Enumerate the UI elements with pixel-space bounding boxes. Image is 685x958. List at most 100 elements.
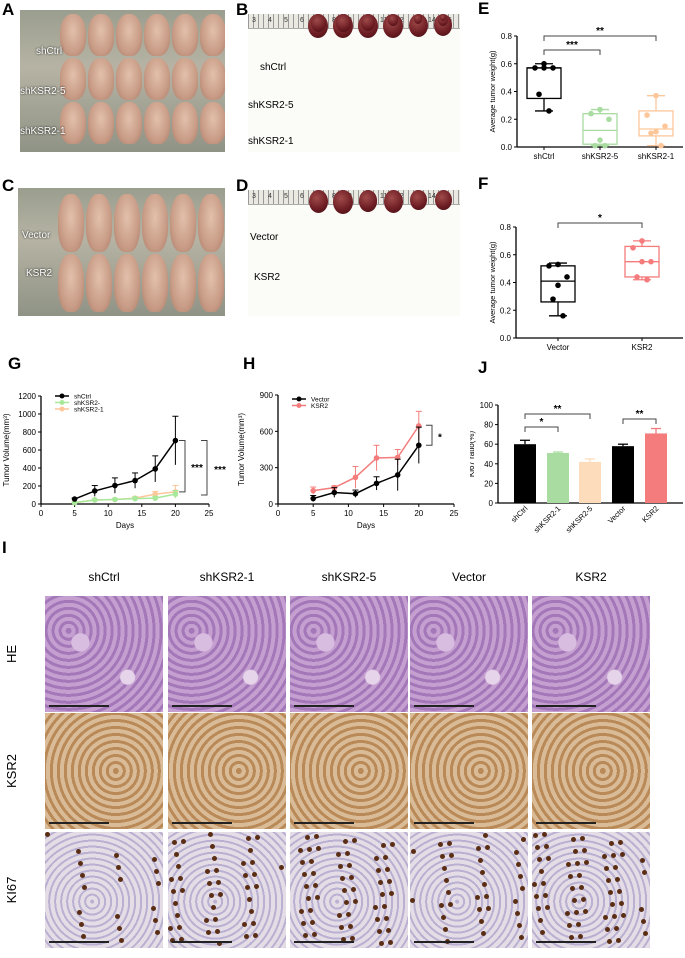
mouse: [114, 194, 140, 252]
stained-nucleus: [216, 880, 221, 885]
scale-bar: [536, 705, 596, 707]
stained-nucleus: [279, 865, 284, 870]
stained-nucleus: [77, 910, 82, 915]
box-shKSR2-5: [582, 106, 618, 149]
y-tick-label: 0: [269, 500, 274, 509]
stained-nucleus: [313, 883, 318, 888]
stained-nucleus: [300, 860, 305, 865]
stained-nucleus: [476, 846, 481, 851]
stained-nucleus: [532, 882, 537, 887]
x-tick-label: KSR2: [640, 504, 660, 524]
stained-nucleus: [621, 913, 626, 918]
histology-image-he-vector: [410, 596, 528, 712]
stained-nucleus: [116, 865, 121, 870]
y-tick-label: 1200: [18, 392, 36, 401]
stained-nucleus: [611, 853, 616, 858]
data-point: [606, 116, 612, 123]
row-label: KSR2: [254, 272, 281, 283]
mouse: [58, 194, 84, 252]
stained-nucleus: [245, 885, 250, 890]
stained-nucleus: [386, 928, 391, 933]
stained-nucleus: [486, 906, 491, 911]
scale-bar: [294, 822, 354, 824]
ruler-number: 5: [284, 17, 288, 24]
row-label: shKSR2-5: [248, 100, 294, 111]
stained-nucleus: [609, 841, 614, 846]
scale-bar: [536, 822, 596, 824]
stained-nucleus: [615, 877, 620, 882]
stained-nucleus: [566, 862, 571, 867]
x-tick-label: Vector: [547, 343, 570, 352]
row-label: shKSR2-1: [248, 136, 294, 147]
row-header: KI67: [4, 876, 19, 904]
stained-nucleus: [567, 923, 572, 928]
stained-nucleus: [517, 923, 522, 928]
data-point: [648, 130, 654, 136]
significance-label: **: [596, 26, 604, 37]
data-point: [172, 491, 179, 497]
data-point: [648, 258, 654, 265]
scale-bar: [536, 941, 596, 943]
stained-nucleus: [180, 888, 185, 893]
stained-nucleus: [80, 873, 85, 878]
stained-nucleus: [248, 848, 253, 853]
data-point: [602, 142, 608, 149]
mouse: [172, 14, 198, 56]
scale-bar: [414, 705, 474, 707]
scale-bar: [49, 705, 109, 707]
stained-nucleus: [606, 878, 611, 883]
stained-nucleus: [79, 922, 84, 927]
x-tick-label: shKSR2-1: [638, 152, 675, 161]
data-point: [394, 472, 401, 478]
ruler-number: 5: [284, 193, 288, 200]
stained-nucleus: [348, 924, 353, 929]
tumor: [333, 190, 353, 214]
y-axis-label: Ki67 ratio(%): [470, 431, 476, 478]
mouse: [88, 14, 114, 56]
stained-nucleus: [353, 899, 358, 904]
data-point: [91, 488, 98, 494]
data-point: [331, 489, 338, 496]
stained-nucleus: [442, 866, 447, 871]
stained-nucleus: [213, 917, 218, 922]
stained-nucleus: [344, 900, 349, 905]
data-point: [112, 496, 118, 503]
stained-nucleus: [516, 862, 521, 867]
significance-bracket: [622, 418, 657, 424]
x-tick-label: 25: [205, 509, 214, 518]
ruler-number: 6: [300, 193, 304, 200]
stained-nucleus: [384, 916, 389, 921]
stained-nucleus: [308, 908, 313, 913]
stained-nucleus: [377, 929, 382, 934]
data-point: [597, 137, 603, 143]
legend-marker: [296, 403, 302, 408]
series-KSR2: [310, 410, 422, 495]
data-point: [597, 106, 603, 113]
mouse: [58, 254, 84, 312]
histology-image-ksr2-ksr2: [532, 713, 650, 829]
y-tick-label: 900: [260, 391, 274, 400]
ruler-number: 14: [428, 17, 436, 24]
stained-nucleus: [373, 905, 378, 910]
bar-shCtrl: [514, 444, 536, 503]
stained-nucleus: [578, 934, 583, 939]
tumor: [414, 14, 422, 24]
mouse: [88, 58, 114, 100]
stained-nucleus: [443, 927, 448, 932]
stained-nucleus: [217, 941, 222, 946]
bar-KSR2: [645, 433, 667, 503]
y-axis-label: Average tumor weight(g): [488, 50, 497, 132]
tumor: [434, 190, 452, 211]
stained-nucleus: [475, 895, 480, 900]
stained-nucleus: [210, 844, 215, 849]
stained-nucleus: [316, 846, 321, 851]
data-point: [560, 313, 566, 319]
tumor: [361, 14, 375, 31]
panel-label: H: [243, 355, 255, 373]
stained-nucleus: [339, 925, 344, 930]
mouse: [88, 102, 114, 144]
y-tick-label: 200: [23, 482, 37, 491]
stained-nucleus: [380, 892, 385, 897]
stained-nucleus: [640, 858, 645, 863]
mouse: [116, 102, 142, 144]
